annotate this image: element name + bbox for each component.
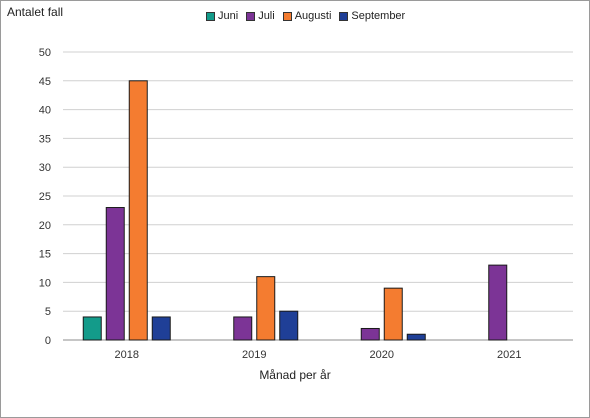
legend-swatch-augusti: [282, 11, 292, 21]
bar-augusti-2020: [383, 287, 403, 341]
bar-augusti-2019: [256, 276, 276, 341]
y-axis-label: Antalet fall: [7, 5, 64, 19]
legend-label-juni: Juni: [218, 10, 239, 22]
bar-september-2018: [151, 316, 171, 341]
y-tick-label-10: 10: [39, 277, 51, 289]
x-tick-label-2018: 2018: [115, 349, 139, 361]
bar-juli-2019: [233, 316, 253, 341]
bar-juli-2020: [360, 327, 380, 341]
bar-juni-2018: [82, 316, 102, 341]
legend-label-augusti: Augusti: [294, 10, 332, 22]
legend-item-juli: Juli: [246, 10, 275, 22]
legend-swatch-juni: [206, 11, 215, 21]
legend-item-september: September: [339, 10, 405, 22]
x-tick-label-2020: 2020: [370, 349, 394, 361]
x-axis-label: Månad per år: [259, 368, 331, 382]
y-tick-label-40: 40: [39, 105, 51, 117]
y-tick-label-15: 15: [39, 249, 51, 261]
y-tick-label-50: 50: [39, 47, 51, 59]
bar-juli-2018: [105, 207, 125, 341]
y-tick-label-35: 35: [39, 133, 51, 145]
bar-juli-2021: [488, 264, 508, 341]
bar-september-2019: [279, 310, 299, 341]
y-tick-label-0: 0: [45, 335, 51, 347]
x-tick-label-2021: 2021: [497, 349, 521, 361]
x-tick-label-2019: 2019: [242, 349, 266, 361]
legend-label-juli: Juli: [258, 10, 275, 22]
y-tick-label-45: 45: [39, 76, 51, 88]
legend-swatch-september: [339, 11, 349, 21]
legend-item-augusti: Augusti: [282, 10, 332, 22]
bar-augusti-2018: [128, 80, 148, 341]
legend-swatch-juli: [246, 11, 256, 21]
legend-item-juni: Juni: [206, 10, 238, 22]
bar-september-2020: [406, 333, 426, 341]
y-tick-label-30: 30: [39, 162, 51, 174]
legend-label-september: September: [351, 10, 406, 22]
legend: Juni Juli Augusti September: [206, 10, 413, 22]
y-tick-label-25: 25: [39, 191, 51, 203]
y-tick-label-20: 20: [39, 220, 51, 232]
y-tick-label-5: 5: [45, 306, 51, 318]
